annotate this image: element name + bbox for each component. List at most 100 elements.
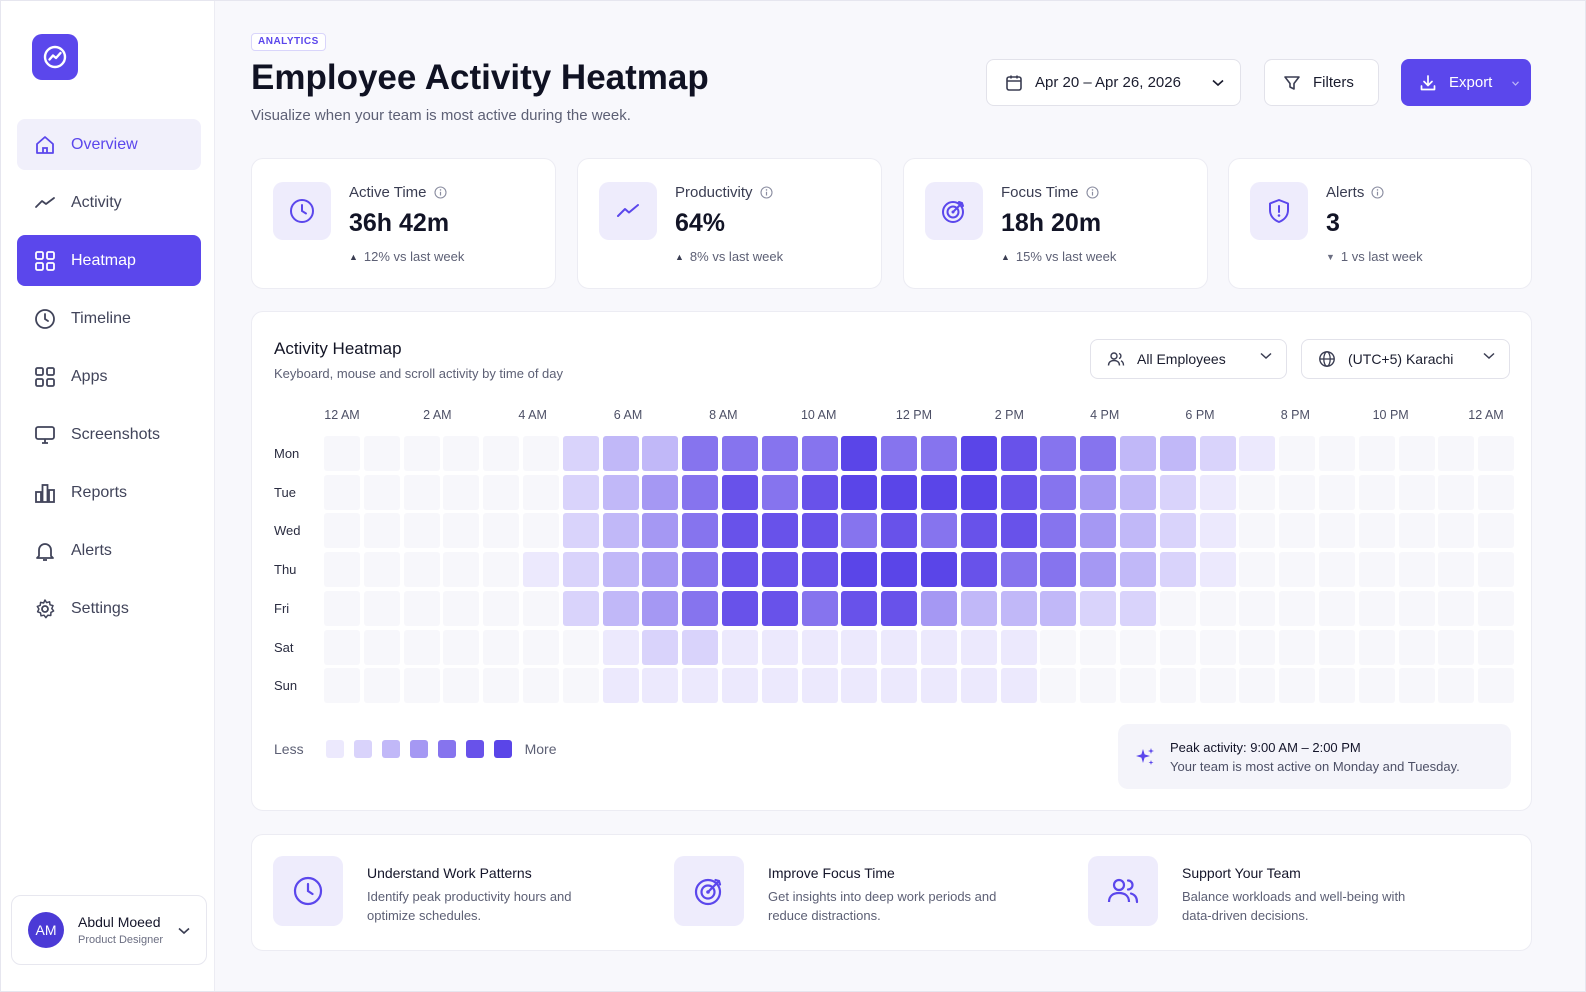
heatmap-cell[interactable]	[682, 668, 719, 704]
heatmap-cell[interactable]	[483, 668, 520, 704]
heatmap-cell[interactable]	[324, 668, 360, 704]
heatmap-cell[interactable]	[1080, 436, 1117, 471]
sidebar-item-heatmap[interactable]: Heatmap	[17, 235, 201, 286]
heatmap-cell[interactable]	[324, 436, 360, 471]
heatmap-cell[interactable]	[1000, 513, 1037, 549]
heatmap-cell[interactable]	[363, 552, 400, 588]
heatmap-cell[interactable]	[1000, 629, 1037, 665]
heatmap-cell[interactable]	[1159, 668, 1196, 704]
heatmap-cell[interactable]	[921, 668, 957, 704]
heatmap-cell[interactable]	[1080, 629, 1117, 665]
heatmap-cell[interactable]	[1120, 513, 1156, 549]
heatmap-cell[interactable]	[722, 590, 758, 626]
heatmap-cell[interactable]	[1199, 552, 1236, 588]
heatmap-cell[interactable]	[761, 474, 798, 510]
heatmap-cell[interactable]	[921, 552, 957, 588]
heatmap-cell[interactable]	[1159, 513, 1196, 549]
heatmap-cell[interactable]	[1478, 590, 1515, 626]
heatmap-cell[interactable]	[1438, 474, 1475, 510]
heatmap-cell[interactable]	[1080, 552, 1117, 588]
heatmap-cell[interactable]	[682, 513, 719, 549]
heatmap-cell[interactable]	[1398, 513, 1435, 549]
heatmap-cell[interactable]	[483, 474, 520, 510]
heatmap-cell[interactable]	[1000, 668, 1037, 704]
heatmap-cell[interactable]	[841, 513, 878, 549]
heatmap-cell[interactable]	[324, 629, 360, 665]
heatmap-cell[interactable]	[1199, 436, 1236, 471]
heatmap-cell[interactable]	[1199, 474, 1236, 510]
filters-button[interactable]: Filters	[1264, 59, 1379, 106]
heatmap-cell[interactable]	[1159, 629, 1196, 665]
heatmap-cell[interactable]	[403, 590, 440, 626]
heatmap-cell[interactable]	[642, 552, 679, 588]
heatmap-cell[interactable]	[403, 668, 440, 704]
heatmap-cell[interactable]	[642, 629, 679, 665]
heatmap-cell[interactable]	[682, 629, 719, 665]
heatmap-cell[interactable]	[1040, 474, 1077, 510]
heatmap-cell[interactable]	[1279, 590, 1316, 626]
heatmap-cell[interactable]	[1120, 629, 1156, 665]
sidebar-item-screenshots[interactable]: Screenshots	[17, 409, 201, 460]
heatmap-cell[interactable]	[1279, 668, 1316, 704]
heatmap-cell[interactable]	[960, 668, 997, 704]
heatmap-cell[interactable]	[1239, 436, 1276, 471]
heatmap-cell[interactable]	[761, 668, 798, 704]
info-icon[interactable]	[433, 186, 447, 199]
heatmap-cell[interactable]	[324, 552, 360, 588]
heatmap-cell[interactable]	[1120, 436, 1156, 471]
heatmap-cell[interactable]	[562, 513, 599, 549]
heatmap-cell[interactable]	[1438, 668, 1475, 704]
heatmap-cell[interactable]	[1478, 474, 1515, 510]
heatmap-cell[interactable]	[443, 668, 480, 704]
heatmap-cell[interactable]	[1358, 629, 1395, 665]
heatmap-cell[interactable]	[1319, 590, 1355, 626]
heatmap-cell[interactable]	[1239, 552, 1276, 588]
heatmap-cell[interactable]	[841, 590, 878, 626]
heatmap-cell[interactable]	[562, 552, 599, 588]
heatmap-cell[interactable]	[801, 629, 838, 665]
heatmap-cell[interactable]	[602, 668, 639, 704]
heatmap-cell[interactable]	[403, 513, 440, 549]
heatmap-cell[interactable]	[523, 513, 559, 549]
sidebar-item-reports[interactable]: Reports	[17, 467, 201, 518]
heatmap-cell[interactable]	[960, 513, 997, 549]
heatmap-cell[interactable]	[1199, 513, 1236, 549]
heatmap-cell[interactable]	[921, 436, 957, 471]
heatmap-cell[interactable]	[1080, 590, 1117, 626]
heatmap-cell[interactable]	[562, 629, 599, 665]
heatmap-cell[interactable]	[602, 629, 639, 665]
sidebar-item-alerts[interactable]: Alerts	[17, 525, 201, 576]
heatmap-cell[interactable]	[1040, 436, 1077, 471]
heatmap-cell[interactable]	[761, 513, 798, 549]
heatmap-cell[interactable]	[483, 552, 520, 588]
heatmap-cell[interactable]	[523, 629, 559, 665]
sidebar-item-overview[interactable]: Overview	[17, 119, 201, 170]
heatmap-cell[interactable]	[801, 436, 838, 471]
heatmap-cell[interactable]	[841, 668, 878, 704]
heatmap-cell[interactable]	[562, 668, 599, 704]
heatmap-cell[interactable]	[403, 629, 440, 665]
heatmap-cell[interactable]	[1438, 436, 1475, 471]
heatmap-cell[interactable]	[523, 552, 559, 588]
heatmap-cell[interactable]	[1239, 513, 1276, 549]
heatmap-cell[interactable]	[722, 436, 758, 471]
heatmap-cell[interactable]	[602, 474, 639, 510]
heatmap-cell[interactable]	[483, 629, 520, 665]
heatmap-cell[interactable]	[1319, 513, 1355, 549]
heatmap-cell[interactable]	[1239, 474, 1276, 510]
heatmap-cell[interactable]	[403, 436, 440, 471]
heatmap-cell[interactable]	[1199, 590, 1236, 626]
heatmap-cell[interactable]	[363, 436, 400, 471]
heatmap-cell[interactable]	[324, 474, 360, 510]
heatmap-cell[interactable]	[1478, 552, 1515, 588]
heatmap-cell[interactable]	[1239, 629, 1276, 665]
heatmap-cell[interactable]	[1358, 436, 1395, 471]
heatmap-cell[interactable]	[881, 474, 918, 510]
heatmap-cell[interactable]	[1398, 552, 1435, 588]
heatmap-cell[interactable]	[523, 668, 559, 704]
heatmap-cell[interactable]	[1159, 436, 1196, 471]
heatmap-cell[interactable]	[483, 436, 520, 471]
heatmap-cell[interactable]	[722, 513, 758, 549]
heatmap-cell[interactable]	[1478, 668, 1515, 704]
heatmap-cell[interactable]	[1279, 474, 1316, 510]
